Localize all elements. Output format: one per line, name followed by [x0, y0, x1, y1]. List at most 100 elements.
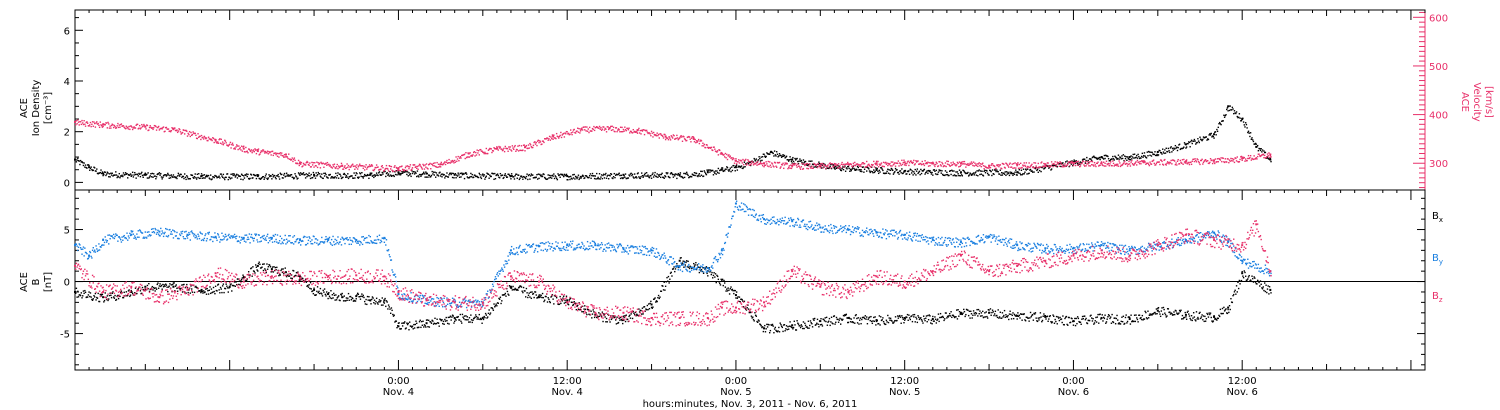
- velocity-sample: [82, 122, 84, 124]
- velocity-sample: [459, 156, 462, 158]
- bx-sample: [413, 323, 415, 326]
- velocity-sample: [820, 162, 822, 165]
- velocity-sample: [83, 120, 85, 122]
- bx-sample: [429, 321, 431, 323]
- ion-density-sample: [314, 175, 316, 177]
- bx-sample: [863, 317, 866, 320]
- velocity-point: [580, 128, 583, 131]
- velocity-sample: [1048, 164, 1050, 167]
- ion-density-sample: [1094, 157, 1096, 159]
- ion-density-sample: [1223, 114, 1225, 116]
- velocity-sample: [321, 162, 323, 165]
- ion-density-sample: [1176, 146, 1178, 148]
- ion-density-sample: [79, 159, 82, 162]
- velocity-sample: [278, 152, 281, 155]
- ion-density-sample: [878, 169, 881, 172]
- velocity-sample: [962, 160, 964, 163]
- bx-sample: [399, 328, 401, 330]
- velocity-sample: [198, 135, 201, 138]
- velocity-sample: [922, 163, 925, 165]
- bx-sample: [626, 318, 629, 321]
- ion-density-sample: [160, 176, 163, 178]
- bx-sample: [628, 315, 630, 318]
- velocity-sample: [253, 150, 255, 153]
- velocity-sample: [574, 131, 576, 134]
- bx-sample: [889, 319, 891, 321]
- bx-sample: [991, 309, 994, 311]
- bx-sample: [124, 295, 126, 297]
- ion-density-sample: [972, 172, 975, 174]
- velocity-sample: [588, 131, 590, 134]
- velocity-sample: [522, 144, 525, 146]
- ion-density-sample: [573, 173, 575, 176]
- ion-density-sample: [547, 174, 549, 176]
- bx-sample: [663, 281, 665, 283]
- ion-density-sample: [151, 172, 154, 175]
- velocity-sample: [1030, 164, 1032, 167]
- ion-density-sample: [671, 173, 674, 176]
- bx-sample: [459, 313, 462, 316]
- velocity-sample: [96, 123, 99, 125]
- ion-density-sample: [894, 171, 896, 173]
- ion-density-sample: [966, 172, 968, 175]
- bx-sample: [809, 320, 812, 322]
- bx-sample: [592, 309, 594, 311]
- ion-density-sample: [312, 171, 315, 174]
- ion-density-sample: [1207, 138, 1209, 140]
- velocity-point: [664, 135, 667, 138]
- bx-sample: [568, 299, 570, 301]
- bx-sample: [1019, 317, 1021, 319]
- bx-sample: [970, 310, 972, 312]
- bx-sample: [910, 315, 912, 318]
- ion-density-sample: [788, 159, 791, 161]
- bx-sample: [658, 297, 660, 300]
- velocity-sample: [567, 132, 570, 135]
- velocity-sample: [1074, 162, 1076, 164]
- velocity-sample: [1248, 157, 1250, 160]
- ion-density-sample: [998, 173, 1000, 175]
- bx-sample: [887, 314, 889, 317]
- velocity-sample: [893, 163, 895, 165]
- velocity-sample: [838, 166, 840, 169]
- bx-sample: [412, 328, 414, 330]
- ion-density-sample: [240, 173, 243, 175]
- ion-density-sample: [669, 173, 672, 175]
- velocity-sample: [1190, 161, 1192, 164]
- velocity-sample: [676, 137, 679, 139]
- velocity-sample: [825, 165, 828, 168]
- velocity-sample: [877, 160, 879, 163]
- velocity-sample: [709, 146, 711, 149]
- ion-density-sample: [898, 173, 900, 175]
- velocity-sample: [907, 160, 909, 162]
- velocity-sample: [1162, 163, 1164, 165]
- velocity-sample: [664, 133, 666, 136]
- velocity-sample: [756, 164, 758, 166]
- bx-sample: [527, 294, 530, 296]
- ion-density-sample: [360, 175, 362, 178]
- velocity-sample: [725, 157, 727, 159]
- bx-sample: [793, 320, 795, 322]
- velocity-sample: [676, 134, 678, 137]
- bx-sample: [661, 284, 663, 287]
- bx-sample: [484, 316, 486, 319]
- velocity-sample: [560, 136, 563, 139]
- ion-density-sample: [146, 177, 149, 179]
- ion-density-sample: [844, 170, 847, 172]
- bx-sample: [187, 291, 189, 294]
- velocity-sample: [828, 163, 831, 165]
- velocity-sample: [1065, 164, 1068, 167]
- velocity-sample: [1249, 154, 1252, 157]
- ion-density-sample: [247, 177, 250, 180]
- ion-density-sample: [1229, 105, 1231, 107]
- velocity-sample: [1181, 159, 1184, 161]
- bx-sample: [660, 290, 662, 292]
- bx-sample: [502, 294, 504, 296]
- ion-density-sample: [1245, 123, 1248, 126]
- velocity-sample: [486, 152, 488, 155]
- ion-density-sample: [515, 173, 518, 175]
- ion-density-sample: [695, 172, 697, 174]
- velocity-sample: [738, 162, 741, 164]
- ion-density-sample: [1131, 158, 1133, 160]
- velocity-sample: [337, 165, 340, 167]
- velocity-sample: [139, 128, 142, 130]
